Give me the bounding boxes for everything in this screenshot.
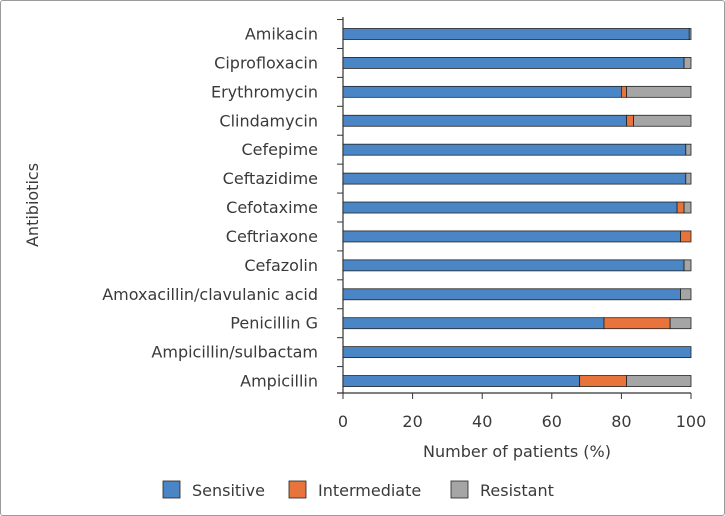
category-label: Ampicillin	[240, 372, 318, 391]
bar-segment-resistant	[626, 85, 692, 98]
category-label: Clindamycin	[219, 111, 318, 130]
bar-segment-intermediate	[579, 375, 628, 387]
bar-segment-resistant	[685, 143, 692, 156]
bar-segment-resistant	[683, 57, 692, 69]
bar-segment-intermediate	[676, 201, 685, 214]
category-label: Ciprofloxacin	[214, 53, 318, 72]
bar-segment-sensitive	[342, 317, 605, 330]
bar-segment-sensitive	[342, 288, 681, 301]
y-axis-title: Antibiotics	[23, 163, 42, 247]
x-tick-label: 0	[338, 412, 348, 431]
bar-segment-sensitive	[342, 346, 692, 359]
bar-segment-sensitive	[342, 172, 687, 185]
x-tick-label: 80	[611, 412, 631, 431]
x-tick-label: 100	[676, 412, 707, 431]
bar-segment-resistant	[683, 259, 692, 272]
bar-segment-sensitive	[342, 57, 685, 69]
bar-segment-resistant	[633, 114, 692, 127]
bar-segment-intermediate	[680, 230, 692, 243]
category-label: Ceftazidime	[223, 169, 318, 188]
category-label: Erythromycin	[211, 82, 318, 101]
bar-segment-sensitive	[342, 201, 678, 214]
category-label: Cefazolin	[244, 256, 318, 275]
bar-segment-resistant	[688, 28, 692, 40]
category-label: Cefepime	[241, 140, 318, 159]
legend-swatch-intermediate	[288, 480, 307, 499]
category-label: Ampicillin/sulbactam	[151, 343, 318, 362]
bar-segment-resistant	[683, 201, 692, 214]
category-label: Ceftriaxone	[226, 227, 318, 246]
legend-label-intermediate: Intermediate	[318, 481, 421, 500]
bar-segment-sensitive	[342, 259, 685, 272]
x-tick-label: 20	[402, 412, 422, 431]
category-label: Amoxacillin/clavulanic acid	[102, 285, 318, 304]
bar-segment-intermediate	[626, 114, 634, 127]
legend-label-resistant: Resistant	[480, 481, 554, 500]
bar-segment-sensitive	[342, 375, 581, 387]
legend-swatch-sensitive	[162, 480, 181, 499]
bar-segment-sensitive	[342, 114, 628, 127]
bar-segment-intermediate	[603, 317, 671, 330]
x-tick-label: 40	[472, 412, 492, 431]
legend-swatch-resistant	[450, 480, 469, 499]
bar-segment-resistant	[626, 375, 692, 387]
bar-segment-resistant	[685, 172, 692, 185]
bar-segment-sensitive	[342, 230, 681, 243]
category-label: Cefotaxime	[226, 198, 318, 217]
bar-segment-sensitive	[342, 85, 622, 98]
category-label: Penicillin G	[230, 314, 318, 333]
x-axis-title: Number of patients (%)	[423, 442, 611, 461]
bar-segment-resistant	[669, 317, 692, 330]
x-tick-label: 60	[542, 412, 562, 431]
bar-segment-sensitive	[342, 28, 690, 40]
bar-segment-intermediate	[621, 85, 628, 98]
category-label: Amikacin	[245, 25, 318, 44]
legend-label-sensitive: Sensitive	[192, 481, 265, 500]
bar-segment-resistant	[680, 288, 692, 301]
bar-segment-sensitive	[342, 143, 687, 156]
